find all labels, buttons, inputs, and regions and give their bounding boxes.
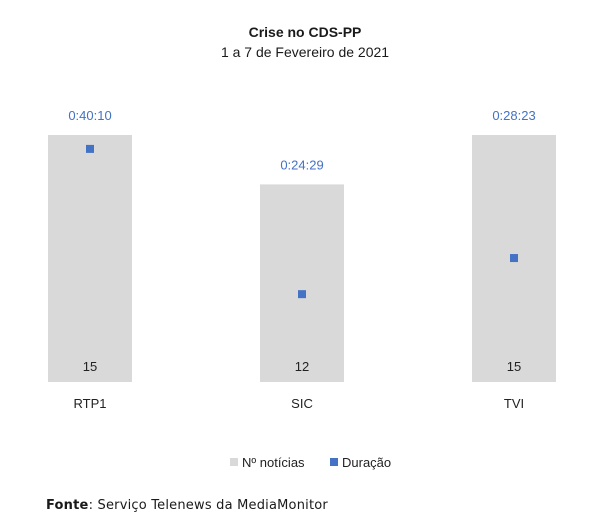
- source-text: Serviço Telenews da MediaMonitor: [97, 498, 328, 513]
- bars-group: 15 RTP1 0:40:10 12 SIC 0:24:29 15 TVI 0:28:23: [48, 108, 556, 411]
- legend-swatch-duracao: [330, 458, 338, 466]
- duration-label-tvi: 0:28:23: [492, 108, 535, 123]
- count-label-tvi: 15: [507, 359, 521, 374]
- duration-marker-rtp1: [86, 144, 94, 153]
- category-label-tvi: TVI: [504, 396, 524, 411]
- legend: Nº notícias Duração: [230, 455, 391, 470]
- bar-rtp1: [48, 135, 132, 382]
- source-note: Fonte: Serviço Telenews da MediaMonitor: [46, 498, 328, 513]
- bar-sic: [260, 184, 344, 382]
- legend-swatch-noticias: [230, 458, 238, 466]
- chart-title: Crise no CDS-PP: [249, 24, 362, 40]
- category-label-rtp1: RTP1: [74, 396, 107, 411]
- duration-marker-sic: [298, 290, 306, 299]
- duration-marker-tvi: [510, 254, 518, 263]
- duration-label-rtp1: 0:40:10: [68, 108, 111, 123]
- count-label-sic: 12: [295, 359, 309, 374]
- chart: Crise no CDS-PP 1 a 7 de Fevereiro de 20…: [48, 24, 556, 470]
- legend-label-noticias: Nº notícias: [242, 455, 305, 470]
- legend-label-duracao: Duração: [342, 455, 391, 470]
- count-label-rtp1: 15: [83, 359, 97, 374]
- source-label: Fonte: [46, 498, 89, 513]
- category-label-sic: SIC: [291, 396, 313, 411]
- chart-subtitle: 1 a 7 de Fevereiro de 2021: [221, 44, 389, 60]
- duration-label-sic: 0:24:29: [280, 157, 323, 172]
